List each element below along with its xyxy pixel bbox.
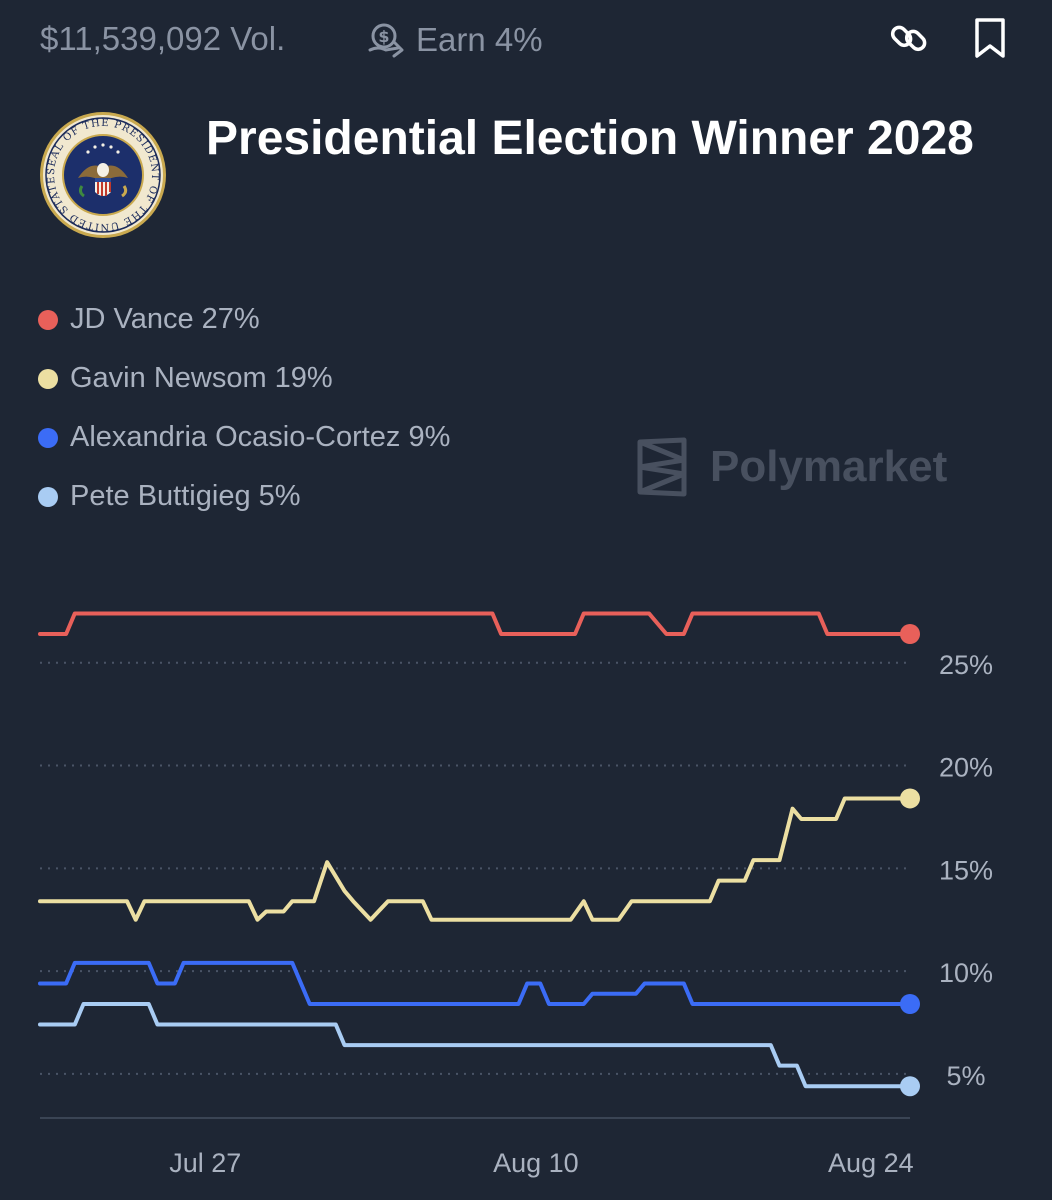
copy-link-button[interactable] [888,16,932,60]
volume-text: $11,539,092 Vol. [40,20,286,57]
earn-label: Earn 4% [416,21,543,58]
y-tick-label: 15% [939,855,993,885]
series-end-point-0 [900,624,920,644]
market-title: Presidential Election Winner 2028 [206,112,974,165]
earn-icon: $ [368,23,404,58]
y-tick-label: 25% [939,650,993,680]
legend-item[interactable]: Gavin Newsom 19% [38,349,450,408]
legend-item[interactable]: JD Vance 27% [38,290,450,349]
legend-label: Alexandria Ocasio-Cortez 9% [70,421,451,453]
y-tick-label: 10% [939,958,993,988]
series-end-point-2 [900,994,920,1014]
series-end-point-1 [900,788,920,809]
y-tick-label: 5% [946,1061,985,1091]
earn-badge[interactable]: $ Earn 4% [366,20,543,60]
polymarket-watermark: Polymarket [636,436,947,498]
series-line-0 [38,611,912,636]
series-line-2 [38,960,912,1006]
legend-label: Pete Buttigieg 5% [70,480,301,512]
legend-item[interactable]: Pete Buttigieg 5% [38,467,450,526]
y-tick-label: 20% [939,753,993,783]
top-bar: $11,539,092 Vol. $ Earn 4% [40,14,1012,64]
bookmark-icon [975,18,1005,58]
presidential-seal-logo: SEAL OF THE PRESIDENT OF THE UNITED STAT… [38,110,166,238]
legend-color-dot [38,427,58,448]
legend-color-dot [38,368,58,389]
series-end-point-3 [900,1076,920,1097]
legend-label: JD Vance 27% [70,303,260,335]
chart-legend: JD Vance 27% Gavin Newsom 19% Alexandria O… [38,290,450,526]
polymarket-logo-icon [637,437,687,497]
bookmark-button[interactable] [968,16,1012,60]
legend-item[interactable]: Alexandria Ocasio-Cortez 9% [38,408,450,467]
x-tick-label: Aug 10 [493,1148,579,1178]
polymarket-wordmark: Polymarket [710,442,948,491]
legend-label: Gavin Newsom 19% [70,362,333,394]
legend-color-dot [38,486,58,507]
series-line-3 [38,1002,912,1089]
svg-text:$: $ [378,27,389,46]
x-tick-label: Aug 24 [828,1148,914,1178]
series-line-1 [38,796,912,922]
x-tick-label: Jul 27 [169,1148,241,1178]
link-icon [890,25,927,52]
legend-color-dot [38,309,58,330]
